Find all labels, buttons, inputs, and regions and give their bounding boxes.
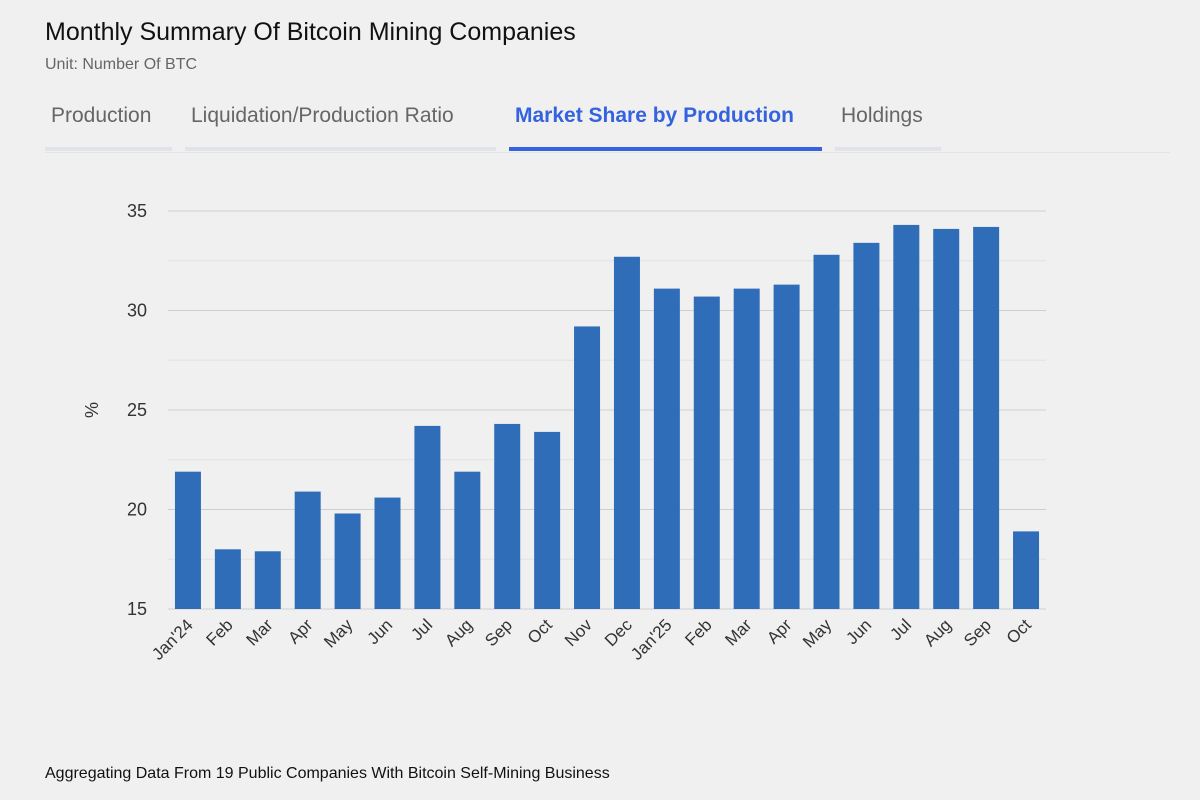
bar xyxy=(254,551,281,609)
x-tick-label: Aug xyxy=(441,615,476,650)
bar xyxy=(534,431,561,609)
bar xyxy=(574,326,601,609)
bar xyxy=(1013,531,1040,609)
bar xyxy=(454,471,481,609)
x-tick-label: Sep xyxy=(960,615,995,650)
x-tick-label: Apr xyxy=(284,615,316,647)
x-tick-label: Feb xyxy=(681,615,715,649)
x-tick-label: Oct xyxy=(1003,615,1035,647)
page-subtitle: Unit: Number Of BTC xyxy=(45,56,198,73)
bar xyxy=(973,226,1000,610)
x-tick-label: Mar xyxy=(721,615,755,649)
x-tick-label: May xyxy=(320,615,356,651)
x-tick-label: Feb xyxy=(203,615,237,649)
x-tick-label: Jan'25 xyxy=(627,615,675,663)
x-tick-label: Jun xyxy=(842,615,875,648)
footer-note: Aggregating Data From 19 Public Companie… xyxy=(45,765,610,782)
bar xyxy=(933,228,960,609)
x-tick-label: Oct xyxy=(524,615,556,647)
bar xyxy=(813,254,840,609)
x-tick-label: Nov xyxy=(561,615,596,650)
bar xyxy=(334,513,361,609)
tab-production[interactable]: Production xyxy=(45,104,172,151)
bar xyxy=(214,549,241,609)
bar xyxy=(853,242,880,609)
bar xyxy=(174,471,201,609)
tab-market-share-by-production[interactable]: Market Share by Production xyxy=(509,104,822,151)
y-tick-label: 30 xyxy=(127,301,147,321)
bar xyxy=(374,497,401,609)
bar xyxy=(414,425,441,609)
bar xyxy=(613,256,640,609)
page-title: Monthly Summary Of Bitcoin Mining Compan… xyxy=(45,18,576,46)
y-axis-label: % xyxy=(82,402,102,418)
y-tick-label: 20 xyxy=(127,500,147,520)
tab-holdings[interactable]: Holdings xyxy=(835,104,941,151)
x-tick-label: Apr xyxy=(763,615,795,647)
x-tick-label: Mar xyxy=(242,615,276,649)
x-tick-label: Jun xyxy=(364,615,397,648)
bar xyxy=(294,491,321,609)
bar xyxy=(733,288,760,609)
x-tick-label: Sep xyxy=(481,615,516,650)
x-tick-label: Jul xyxy=(407,615,436,644)
y-tick-label: 35 xyxy=(127,201,147,221)
bar xyxy=(494,423,521,609)
x-tick-label: Dec xyxy=(601,615,636,650)
x-tick-label: Aug xyxy=(920,615,955,650)
bar xyxy=(653,288,680,609)
x-tick-label: Jan'24 xyxy=(148,615,196,663)
y-tick-label: 15 xyxy=(127,599,147,619)
y-tick-label: 25 xyxy=(127,400,147,420)
tab-liquidation-production-ratio[interactable]: Liquidation/Production Ratio xyxy=(185,104,496,151)
x-tick-label: Jul xyxy=(886,615,915,644)
x-tick-label: May xyxy=(799,615,835,651)
bar xyxy=(693,296,720,609)
tab-bar: Production Liquidation/Production Ratio … xyxy=(45,100,1170,153)
bar xyxy=(893,224,920,609)
bar xyxy=(773,284,800,609)
